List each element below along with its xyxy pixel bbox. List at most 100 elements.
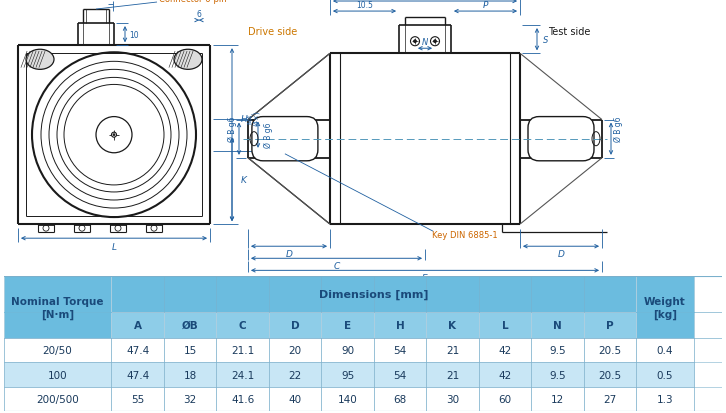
Text: D: D: [285, 249, 293, 258]
Text: 68: 68: [393, 394, 407, 404]
Ellipse shape: [26, 50, 54, 70]
Text: 47.4: 47.4: [126, 370, 150, 380]
Text: Ø B g6: Ø B g6: [227, 116, 237, 142]
Text: D: D: [291, 320, 299, 330]
Bar: [478, 312, 531, 339]
Text: 10: 10: [129, 31, 139, 40]
Text: 20/50: 20/50: [43, 346, 73, 356]
Bar: [269, 339, 322, 363]
Text: Drive side: Drive side: [248, 27, 297, 37]
Text: N: N: [553, 320, 562, 330]
Bar: [4, 339, 112, 363]
Text: H: H: [396, 320, 404, 330]
Text: L: L: [112, 242, 116, 251]
Bar: [426, 312, 478, 339]
Bar: [4, 387, 112, 411]
Bar: [164, 363, 216, 387]
FancyBboxPatch shape: [252, 117, 318, 161]
Bar: [112, 387, 164, 411]
Text: 18: 18: [184, 370, 197, 380]
Text: 140: 140: [338, 394, 357, 404]
Bar: [636, 387, 693, 411]
Text: 32: 32: [184, 394, 197, 404]
Circle shape: [113, 134, 115, 136]
Text: 40: 40: [288, 394, 301, 404]
Text: 90: 90: [341, 346, 354, 356]
Text: 54: 54: [393, 346, 407, 356]
Bar: [164, 312, 216, 339]
Text: E: E: [422, 273, 428, 282]
Text: C: C: [333, 261, 340, 270]
Bar: [322, 339, 374, 363]
Text: Ø B g6: Ø B g6: [264, 123, 272, 148]
Text: 55: 55: [131, 394, 144, 404]
Bar: [4, 277, 112, 339]
Circle shape: [414, 40, 417, 44]
Bar: [269, 363, 322, 387]
Text: 42: 42: [498, 370, 512, 380]
FancyBboxPatch shape: [528, 117, 594, 161]
Text: K: K: [241, 176, 247, 185]
Text: 100: 100: [48, 370, 68, 380]
Text: Dimensions [mm]: Dimensions [mm]: [319, 290, 428, 299]
Bar: [426, 387, 478, 411]
Bar: [269, 387, 322, 411]
Text: 0.4: 0.4: [656, 346, 673, 356]
Text: Ø B g6: Ø B g6: [613, 116, 623, 142]
Bar: [112, 277, 636, 312]
Text: A: A: [134, 320, 142, 330]
Text: 6: 6: [197, 9, 201, 19]
Text: 95: 95: [341, 370, 354, 380]
Text: S: S: [543, 36, 549, 45]
Bar: [478, 363, 531, 387]
Bar: [4, 363, 112, 387]
Bar: [269, 312, 322, 339]
Circle shape: [112, 133, 116, 138]
Text: 200/500: 200/500: [36, 394, 79, 404]
Bar: [531, 363, 584, 387]
Text: 24.1: 24.1: [231, 370, 254, 380]
Text: 0.5: 0.5: [656, 370, 673, 380]
Bar: [636, 277, 693, 339]
Bar: [112, 339, 164, 363]
Bar: [584, 363, 636, 387]
Text: D: D: [558, 249, 564, 258]
Bar: [164, 387, 216, 411]
Text: 10.5: 10.5: [356, 0, 373, 9]
Text: 9.5: 9.5: [549, 370, 566, 380]
Text: (4×): (4×): [253, 109, 259, 126]
Text: 47.4: 47.4: [126, 346, 150, 356]
Bar: [322, 387, 374, 411]
Text: 42: 42: [498, 346, 512, 356]
Text: 27: 27: [603, 394, 616, 404]
Text: Weight
[kg]: Weight [kg]: [644, 296, 686, 319]
Text: P: P: [483, 0, 488, 9]
Text: 12: 12: [551, 394, 564, 404]
Bar: [426, 339, 478, 363]
Text: 60: 60: [498, 394, 512, 404]
Text: 30: 30: [446, 394, 459, 404]
Bar: [374, 312, 426, 339]
Text: 20: 20: [288, 346, 301, 356]
Bar: [531, 387, 584, 411]
Text: 54: 54: [393, 370, 407, 380]
Bar: [374, 339, 426, 363]
Text: M4,: M4,: [247, 111, 253, 124]
Bar: [216, 387, 269, 411]
Text: 20.5: 20.5: [598, 370, 621, 380]
Bar: [216, 312, 269, 339]
Text: Key DIN 6885-1: Key DIN 6885-1: [432, 230, 498, 239]
Bar: [478, 339, 531, 363]
Bar: [216, 339, 269, 363]
Text: 1.3: 1.3: [656, 394, 673, 404]
Bar: [636, 339, 693, 363]
Text: Connector 6-pin: Connector 6-pin: [159, 0, 227, 5]
Text: E: E: [344, 320, 351, 330]
Text: 21: 21: [446, 346, 459, 356]
Bar: [584, 339, 636, 363]
Bar: [322, 312, 374, 339]
Text: 9.5: 9.5: [549, 346, 566, 356]
Bar: [112, 312, 164, 339]
Bar: [426, 363, 478, 387]
Bar: [584, 387, 636, 411]
